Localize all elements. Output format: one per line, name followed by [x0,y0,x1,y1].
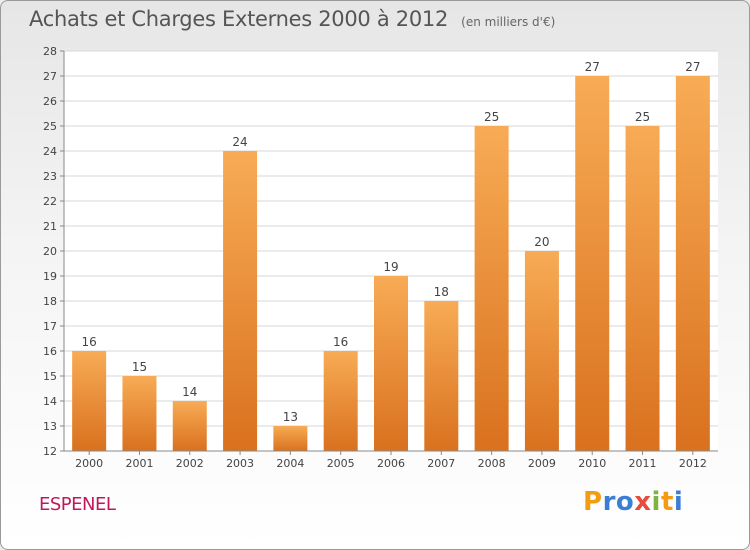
bar-value-label: 20 [534,235,549,249]
bar [374,276,408,451]
x-tick-label: 2001 [125,457,153,470]
bar-value-label: 13 [283,410,298,424]
x-tick-label: 2005 [327,457,355,470]
logo-letter: x [634,487,652,517]
y-tick-label: 15 [43,370,57,383]
bar [122,376,157,451]
bar [424,301,459,451]
bar-value-label: 18 [434,285,449,299]
x-tick-label: 2011 [629,457,657,470]
x-tick-label: 2002 [176,457,204,470]
y-tick-label: 16 [43,345,57,358]
logo-letter: P [583,487,603,517]
x-tick-label: 2003 [226,457,254,470]
y-tick-label: 26 [43,95,57,108]
logo-letter: i [651,487,661,517]
y-tick-label: 23 [43,170,57,183]
bar [323,351,358,451]
bar-value-label: 16 [333,335,348,349]
bar [273,426,308,451]
bar-value-label: 19 [383,260,398,274]
bar [172,401,207,451]
title-row: Achats et Charges Externes 2000 à 2012 (… [29,7,555,31]
y-tick-label: 17 [43,320,57,333]
x-tick-label: 2009 [528,457,556,470]
proxiti-logo: Proxiti [583,487,683,517]
chart-title: Achats et Charges Externes 2000 à 2012 [29,7,449,31]
bar [575,76,610,451]
logo-letter: o [615,487,635,517]
bar-value-label: 25 [635,110,650,124]
bar [625,126,660,451]
bar-value-label: 27 [685,60,700,74]
bar-value-label: 24 [232,135,247,149]
logo-letter: r [602,487,616,517]
y-tick-label: 22 [43,195,57,208]
x-tick-label: 2000 [75,457,103,470]
x-tick-label: 2007 [427,457,455,470]
x-tick-label: 2006 [377,457,405,470]
y-tick-label: 21 [43,220,57,233]
bar [675,76,710,451]
y-tick-label: 19 [43,270,57,283]
y-tick-label: 28 [43,45,57,58]
x-tick-label: 2008 [478,457,506,470]
bar-value-label: 14 [182,385,197,399]
y-tick-label: 20 [43,245,57,258]
y-tick-label: 24 [43,145,57,158]
bar [223,151,258,451]
x-tick-label: 2012 [679,457,707,470]
y-tick-label: 13 [43,420,57,433]
x-tick-label: 2010 [578,457,606,470]
y-tick-label: 14 [43,395,57,408]
y-tick-label: 25 [43,120,57,133]
bar [524,251,559,451]
x-tick-label: 2004 [276,457,304,470]
bar-value-label: 15 [132,360,147,374]
y-tick-label: 18 [43,295,57,308]
bar-value-label: 25 [484,110,499,124]
bar [474,126,509,451]
logo-letter: t [660,487,674,517]
bar [72,351,107,451]
chart-subtitle: (en milliers d'€) [461,15,556,29]
y-tick-label: 27 [43,70,57,83]
commune-name: ESPENEL [39,494,116,515]
bar-value-label: 27 [585,60,600,74]
logo-letter: i [673,487,684,517]
y-tick-label: 12 [43,445,57,458]
bar-value-label: 16 [82,335,97,349]
